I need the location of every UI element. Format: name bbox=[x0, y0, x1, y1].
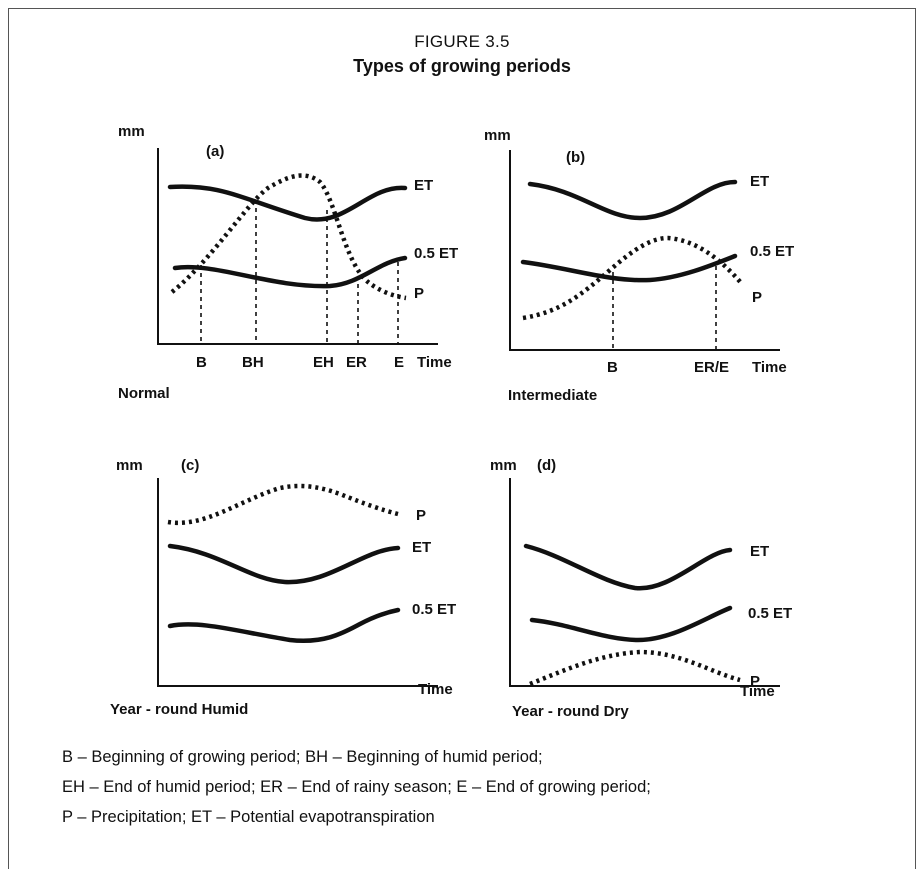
panel-b-marker-er-e: ER/E bbox=[694, 359, 729, 376]
panel-a-marker-bh: BH bbox=[242, 354, 264, 371]
panel-c-x-axis-label: Time bbox=[418, 681, 453, 698]
panel-a: mm (a) ET 0.5 ET P B BH EH ER E Time Nor… bbox=[118, 123, 458, 402]
panel-b-et-label: ET bbox=[750, 173, 769, 190]
panel-a-x-axis-label: Time bbox=[417, 354, 452, 371]
panel-b-half-et-curve bbox=[520, 253, 738, 283]
panel-b-id: (b) bbox=[566, 149, 585, 166]
panel-b-half-et-label: 0.5 ET bbox=[750, 243, 794, 260]
panel-a-half-et-curve bbox=[172, 255, 408, 289]
panel-c-id: (c) bbox=[181, 457, 199, 474]
figure-legend: B – Beginning of growing period; BH – Be… bbox=[62, 742, 651, 832]
panel-c-p-label: P bbox=[416, 507, 426, 524]
legend-line-1: B – Beginning of growing period; BH – Be… bbox=[62, 748, 543, 766]
panel-b-marker-b: B bbox=[607, 359, 618, 376]
panel-d-id: (d) bbox=[537, 457, 556, 474]
panel-a-p-label: P bbox=[414, 285, 424, 302]
panel-c-caption: Year - round Humid bbox=[110, 701, 248, 718]
panel-b-axes bbox=[509, 150, 780, 351]
panel-c-et-label: ET bbox=[412, 539, 431, 556]
panel-b-caption: Intermediate bbox=[508, 387, 597, 404]
figure-number: FIGURE 3.5 bbox=[414, 32, 510, 51]
panel-d-axes bbox=[509, 478, 780, 687]
legend-line-3: P – Precipitation; ET – Potential evapot… bbox=[62, 808, 435, 826]
panel-d-y-axis-label: mm bbox=[490, 457, 517, 474]
panel-a-marker-eh: EH bbox=[313, 354, 334, 371]
panel-d-caption: Year - round Dry bbox=[512, 703, 629, 720]
panel-b-et-curve bbox=[527, 179, 738, 221]
panel-b-p-curve bbox=[522, 235, 744, 321]
panel-c-half-et-label: 0.5 ET bbox=[412, 601, 456, 618]
panel-a-et-label: ET bbox=[414, 177, 433, 194]
panel-b-p-label: P bbox=[752, 289, 762, 306]
panel-c: mm (c) P ET 0.5 ET Time Year - round Hum… bbox=[110, 457, 456, 718]
panel-d-half-et-curve bbox=[529, 605, 733, 643]
panel-c-et-curve bbox=[167, 543, 401, 585]
figure-title: Types of growing periods bbox=[353, 56, 571, 76]
panel-c-half-et-curve bbox=[167, 607, 401, 644]
panel-a-caption: Normal bbox=[118, 385, 170, 402]
panel-b-x-axis-label: Time bbox=[752, 359, 787, 376]
panel-a-p-curve bbox=[170, 173, 407, 301]
panel-d: mm (d) ET 0.5 ET P Time Year - round Dry bbox=[490, 457, 792, 720]
panel-d-p-label: P bbox=[750, 673, 760, 690]
panel-a-half-et-label: 0.5 ET bbox=[414, 245, 458, 262]
panel-c-y-axis-label: mm bbox=[116, 457, 143, 474]
panel-d-et-curve bbox=[523, 543, 733, 591]
panel-d-p-curve bbox=[529, 649, 741, 687]
panel-a-axes bbox=[157, 148, 438, 345]
panel-b-y-axis-label: mm bbox=[484, 127, 511, 144]
panel-d-x-axis-label: Time bbox=[740, 683, 775, 700]
panel-d-half-et-label: 0.5 ET bbox=[748, 605, 792, 622]
panel-c-p-curve bbox=[167, 483, 399, 526]
panel-a-id: (a) bbox=[206, 143, 224, 160]
panel-a-marker-b: B bbox=[196, 354, 207, 371]
legend-line-2: EH – End of humid period; ER – End of ra… bbox=[62, 778, 651, 796]
figure-frame bbox=[8, 8, 916, 869]
panel-b: mm (b) ET 0.5 ET P B ER/E Time Intermedi… bbox=[484, 127, 794, 404]
panel-a-et-curve bbox=[167, 184, 408, 222]
panel-d-et-label: ET bbox=[750, 543, 769, 560]
panel-a-marker-e: E bbox=[394, 354, 404, 371]
panel-a-marker-er: ER bbox=[346, 354, 367, 371]
panel-a-y-axis-label: mm bbox=[118, 123, 145, 140]
panel-c-axes bbox=[157, 478, 438, 687]
